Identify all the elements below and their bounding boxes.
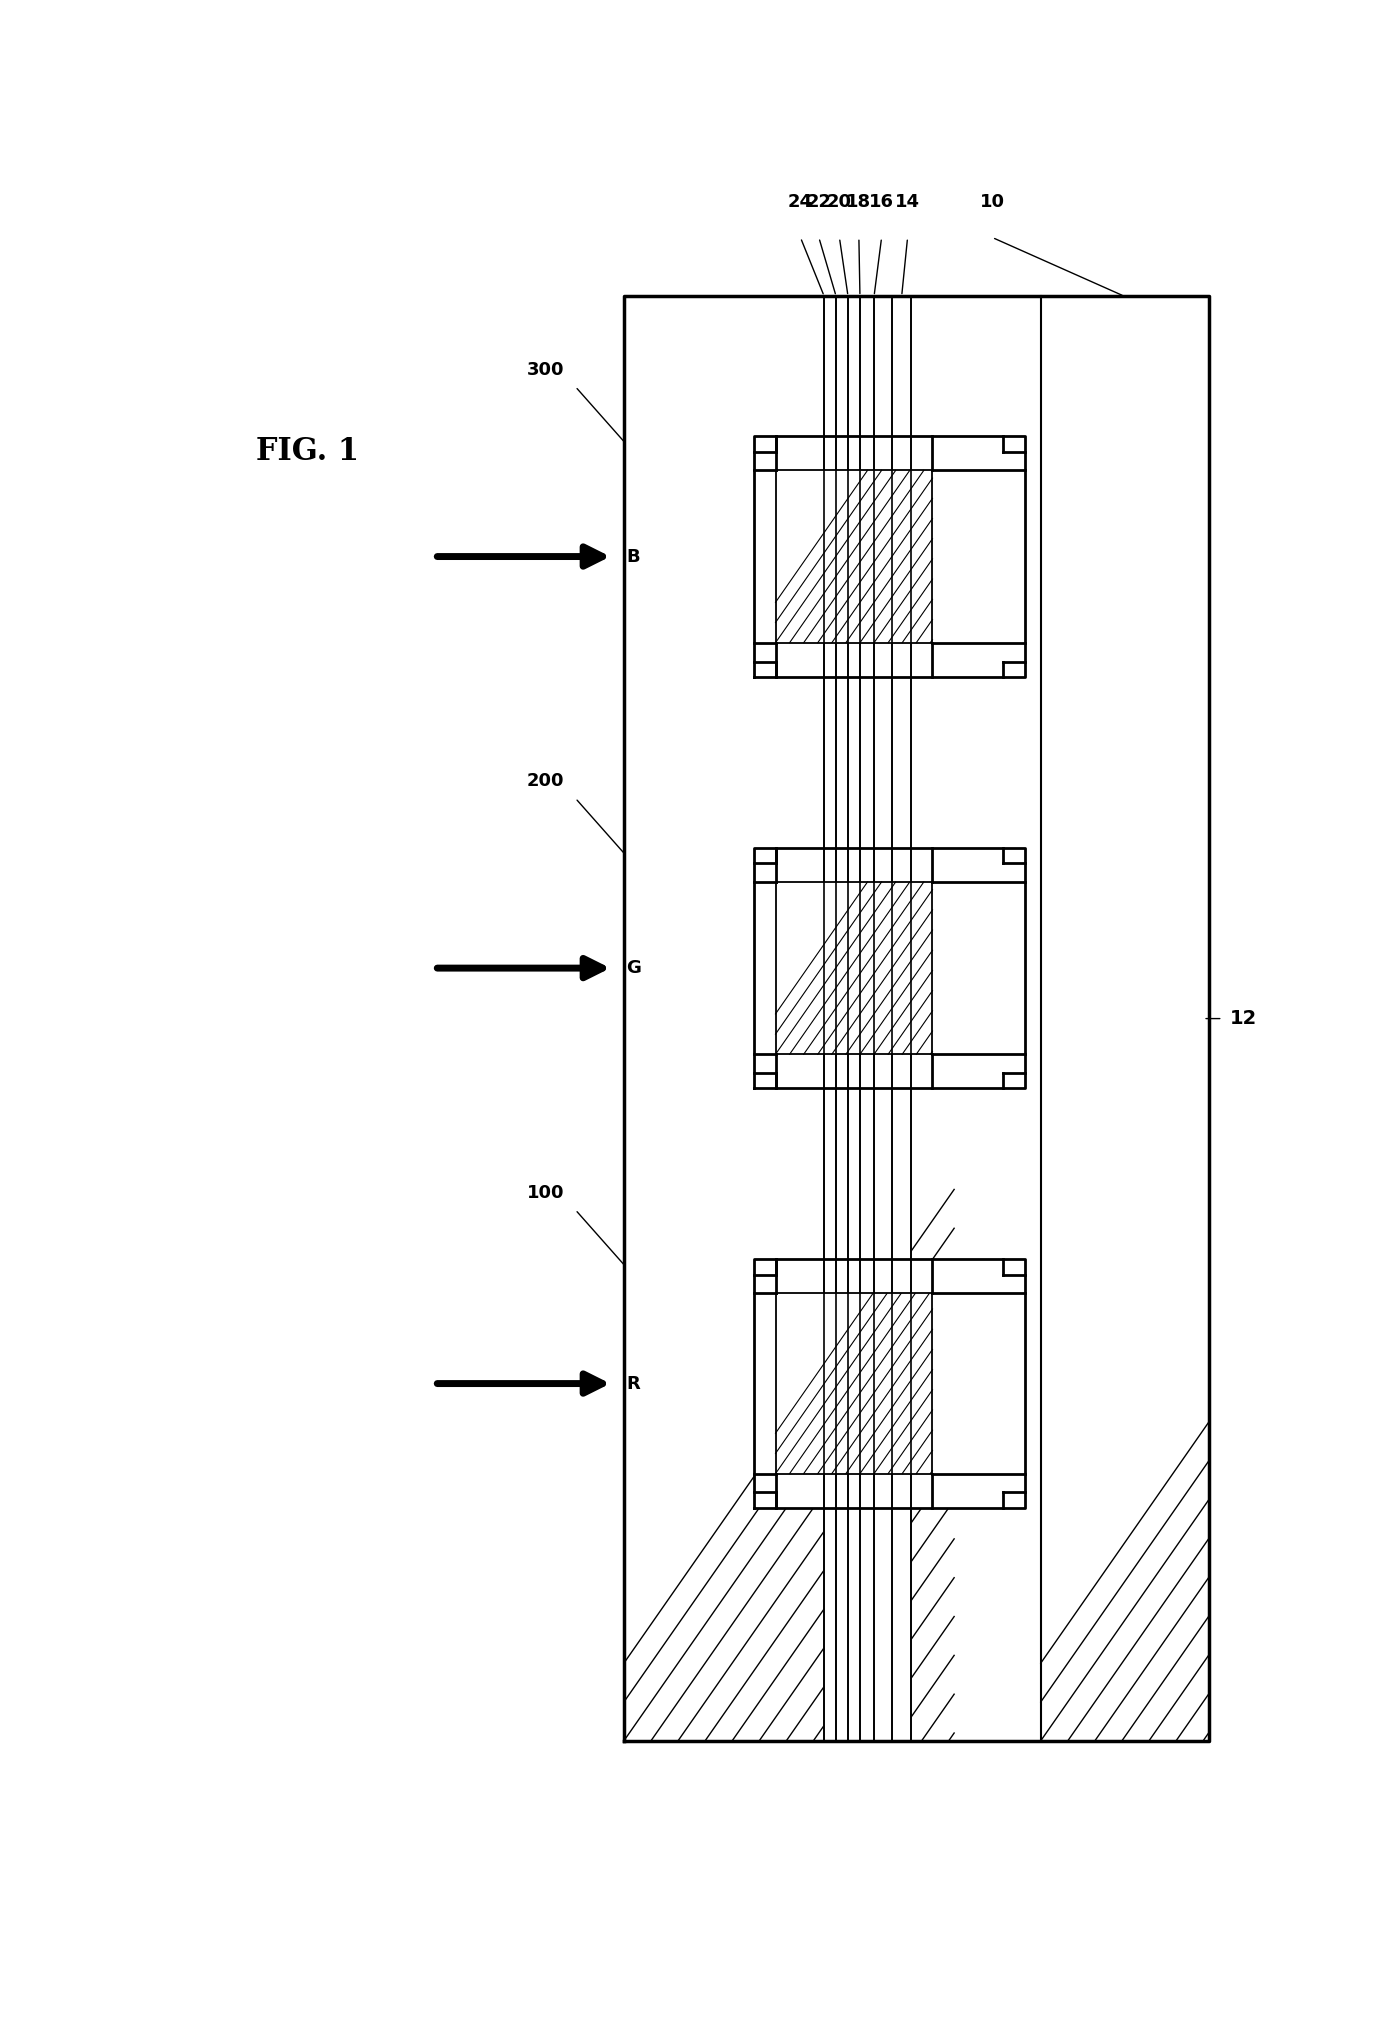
Bar — [754, 847, 1024, 1089]
Text: FIG. 1: FIG. 1 — [256, 436, 359, 468]
Text: 12: 12 — [1231, 1008, 1257, 1029]
Text: B: B — [626, 547, 640, 565]
Text: 300: 300 — [527, 361, 564, 379]
Bar — [754, 436, 1024, 678]
Text: R: R — [626, 1374, 640, 1392]
Text: 14: 14 — [895, 194, 921, 212]
Text: 20: 20 — [827, 194, 852, 212]
Text: 100: 100 — [527, 1184, 564, 1202]
Bar — [775, 1293, 933, 1474]
Text: 18: 18 — [847, 194, 872, 212]
Bar — [824, 296, 911, 1741]
Bar — [775, 881, 933, 1055]
Text: 24: 24 — [788, 194, 813, 212]
Text: 16: 16 — [869, 194, 894, 212]
Text: G: G — [626, 960, 641, 976]
Text: 22: 22 — [806, 194, 831, 212]
Text: 200: 200 — [527, 773, 564, 791]
Bar — [754, 1259, 1024, 1509]
Text: 10: 10 — [979, 194, 1004, 212]
Bar — [775, 470, 933, 643]
Bar — [624, 296, 1208, 1741]
